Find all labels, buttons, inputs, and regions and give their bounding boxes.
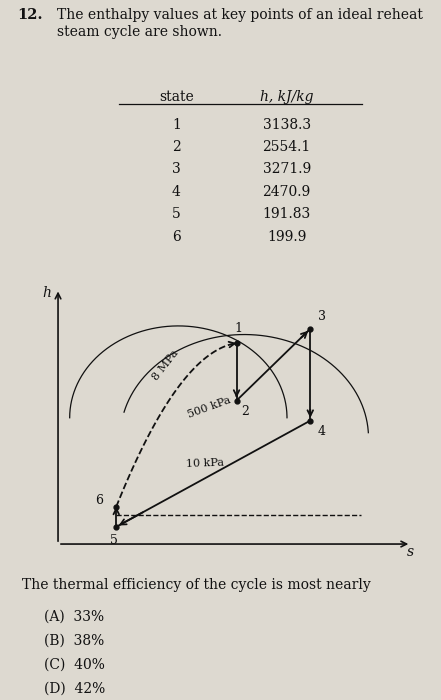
Text: 2470.9: 2470.9 — [262, 185, 311, 199]
Text: 8 MPa: 8 MPa — [151, 348, 181, 382]
Text: 2554.1: 2554.1 — [262, 140, 311, 154]
Text: h: h — [42, 286, 52, 300]
Text: 500 kPa: 500 kPa — [186, 395, 232, 420]
Text: 6: 6 — [95, 494, 103, 507]
Text: state: state — [159, 90, 194, 104]
Text: 2: 2 — [172, 140, 181, 154]
Text: (D)  42%: (D) 42% — [44, 681, 105, 695]
Text: 2: 2 — [241, 405, 249, 418]
Text: 12.: 12. — [18, 8, 43, 22]
Text: 3138.3: 3138.3 — [262, 118, 311, 132]
Text: 4: 4 — [172, 185, 181, 199]
Text: 199.9: 199.9 — [267, 230, 306, 244]
Text: 1: 1 — [172, 118, 181, 132]
Text: 4: 4 — [318, 425, 326, 438]
Text: 10 kPa: 10 kPa — [186, 457, 224, 468]
Text: (A)  33%: (A) 33% — [44, 610, 104, 624]
Text: 3: 3 — [172, 162, 181, 176]
Text: (B)  38%: (B) 38% — [44, 634, 105, 648]
Text: 1: 1 — [235, 322, 243, 335]
Text: h, kJ/kg: h, kJ/kg — [260, 90, 314, 104]
Text: The enthalpy values at key points of an ideal reheat
steam cycle are shown.: The enthalpy values at key points of an … — [57, 8, 423, 38]
Text: 5: 5 — [172, 207, 181, 221]
Text: 191.83: 191.83 — [262, 207, 311, 221]
Text: 5: 5 — [110, 534, 118, 547]
Text: The thermal efficiency of the cycle is most nearly: The thermal efficiency of the cycle is m… — [22, 578, 371, 592]
Text: s: s — [407, 545, 415, 559]
Text: (C)  40%: (C) 40% — [44, 657, 105, 671]
Text: 3271.9: 3271.9 — [262, 162, 311, 176]
Text: 6: 6 — [172, 230, 181, 244]
Text: 3: 3 — [318, 310, 326, 323]
